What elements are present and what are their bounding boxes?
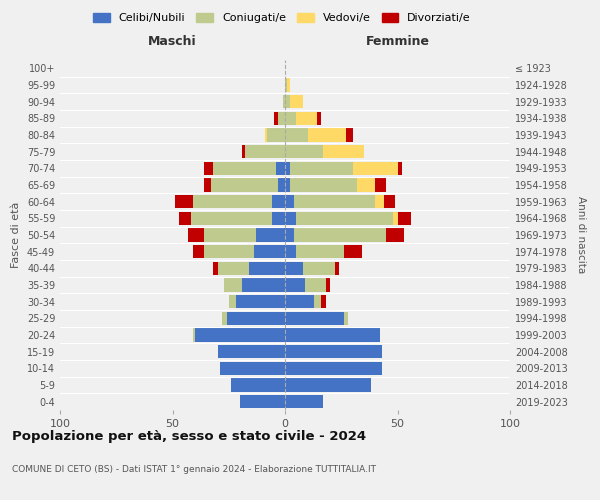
Bar: [229, 295, 235, 308]
Y-axis label: Fasce di età: Fasce di età: [11, 202, 21, 268]
Bar: [283, 95, 285, 108]
Bar: [296, 212, 393, 225]
Bar: [285, 112, 296, 125]
Bar: [218, 345, 285, 358]
Bar: [278, 112, 285, 125]
Text: Femmine: Femmine: [365, 36, 430, 49]
Bar: [317, 112, 321, 125]
Bar: [242, 145, 245, 158]
Bar: [195, 328, 285, 342]
Text: COMUNE DI CETO (BS) - Dati ISTAT 1° gennaio 2024 - Elaborazione TUTTITALIA.IT: COMUNE DI CETO (BS) - Dati ISTAT 1° genn…: [12, 465, 376, 474]
Bar: [285, 195, 294, 208]
Bar: [323, 145, 364, 158]
Bar: [398, 162, 402, 175]
Bar: [274, 112, 278, 125]
Bar: [285, 212, 296, 225]
Bar: [375, 178, 386, 192]
Bar: [294, 195, 375, 208]
Bar: [204, 245, 254, 258]
Bar: [204, 178, 211, 192]
Bar: [375, 195, 384, 208]
Bar: [343, 245, 361, 258]
Bar: [386, 228, 404, 241]
Bar: [204, 162, 213, 175]
Bar: [265, 128, 267, 141]
Bar: [227, 312, 285, 325]
Bar: [193, 245, 204, 258]
Bar: [308, 128, 346, 141]
Bar: [290, 95, 303, 108]
Bar: [321, 295, 325, 308]
Bar: [222, 312, 227, 325]
Bar: [188, 228, 204, 241]
Bar: [335, 262, 339, 275]
Text: Popolazione per età, sesso e stato civile - 2024: Popolazione per età, sesso e stato civil…: [12, 430, 366, 443]
Bar: [249, 262, 285, 275]
Bar: [267, 128, 285, 141]
Bar: [285, 228, 294, 241]
Bar: [343, 312, 348, 325]
Bar: [285, 278, 305, 291]
Bar: [285, 345, 382, 358]
Bar: [231, 378, 285, 392]
Bar: [393, 212, 398, 225]
Bar: [285, 395, 323, 408]
Bar: [357, 178, 375, 192]
Bar: [285, 95, 290, 108]
Bar: [204, 228, 256, 241]
Bar: [193, 195, 271, 208]
Bar: [276, 162, 285, 175]
Bar: [240, 395, 285, 408]
Bar: [294, 228, 386, 241]
Bar: [191, 212, 271, 225]
Bar: [271, 212, 285, 225]
Bar: [353, 162, 398, 175]
Bar: [285, 245, 296, 258]
Bar: [285, 162, 290, 175]
Bar: [235, 295, 285, 308]
Bar: [285, 78, 287, 92]
Bar: [218, 262, 249, 275]
Bar: [211, 178, 278, 192]
Bar: [220, 362, 285, 375]
Bar: [213, 262, 218, 275]
Bar: [285, 128, 308, 141]
Bar: [179, 212, 191, 225]
Bar: [213, 162, 276, 175]
Bar: [242, 278, 285, 291]
Bar: [224, 278, 242, 291]
Bar: [285, 362, 382, 375]
Bar: [296, 112, 317, 125]
Bar: [290, 178, 357, 192]
Text: Maschi: Maschi: [148, 36, 197, 49]
Bar: [296, 245, 343, 258]
Y-axis label: Anni di nascita: Anni di nascita: [576, 196, 586, 274]
Bar: [303, 262, 335, 275]
Bar: [314, 295, 321, 308]
Bar: [245, 145, 285, 158]
Legend: Celibi/Nubili, Coniugati/e, Vedovi/e, Divorziati/e: Celibi/Nubili, Coniugati/e, Vedovi/e, Di…: [89, 8, 475, 28]
Bar: [193, 328, 195, 342]
Bar: [254, 245, 285, 258]
Bar: [305, 278, 325, 291]
Bar: [287, 78, 290, 92]
Bar: [325, 278, 330, 291]
Bar: [398, 212, 411, 225]
Bar: [285, 145, 323, 158]
Bar: [384, 195, 395, 208]
Bar: [278, 178, 285, 192]
Bar: [285, 178, 290, 192]
Bar: [175, 195, 193, 208]
Bar: [290, 162, 353, 175]
Bar: [346, 128, 353, 141]
Bar: [285, 262, 303, 275]
Bar: [285, 295, 314, 308]
Bar: [285, 328, 380, 342]
Bar: [285, 312, 343, 325]
Bar: [256, 228, 285, 241]
Bar: [271, 195, 285, 208]
Bar: [285, 378, 371, 392]
